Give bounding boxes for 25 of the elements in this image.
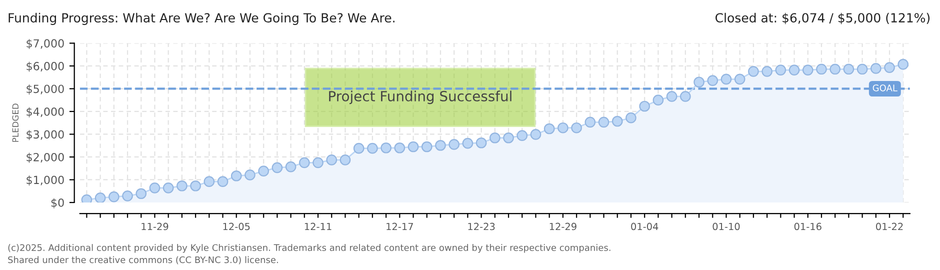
y-tick-label: $6,000 xyxy=(26,62,64,72)
y-tick-label: $3,000 xyxy=(26,130,64,140)
x-tick-label: 11-29 xyxy=(142,222,168,230)
y-axis-title: PLEDGED xyxy=(12,104,19,142)
y-tick-label: $4,000 xyxy=(26,107,64,118)
x-tick-label: 12-17 xyxy=(386,222,413,230)
x-tick-label: 12-23 xyxy=(468,222,495,230)
text: (c)2025. Additional content provided by Kyle Christiansen. Trademarks and related content are owned by their respective companies. xyxy=(8,244,610,253)
x-tick-label: 01-10 xyxy=(712,222,740,230)
chart-title: Funding Progress: What Are We? Are We Going To Be? We Are. xyxy=(8,12,394,25)
ref-line-label: GOAL xyxy=(872,84,898,92)
y-tick-label: $5,000 xyxy=(26,84,64,95)
x-tick-label: 12-29 xyxy=(550,222,576,230)
chart-subtitle: Closed at: $6,074 / $5,000 (121%) xyxy=(716,12,930,24)
y-tick-label: $0 xyxy=(51,198,64,208)
x-tick-label: 01-16 xyxy=(794,222,822,230)
x-tick-label: 12-11 xyxy=(304,222,332,230)
x-tick-label: 01-04 xyxy=(631,222,658,230)
x-tick-label: 12-05 xyxy=(223,222,250,230)
y-tick-label: $7,000 xyxy=(26,38,64,50)
text: Shared under the creative commons (CC BY-NC 3.0) license. xyxy=(8,256,278,264)
annotation: Project Funding Successful xyxy=(329,90,512,104)
y-tick-label: $2,000 xyxy=(26,152,64,163)
y-tick-label: $1,000 xyxy=(26,176,64,186)
x-tick-label: 01-22 xyxy=(876,222,903,230)
